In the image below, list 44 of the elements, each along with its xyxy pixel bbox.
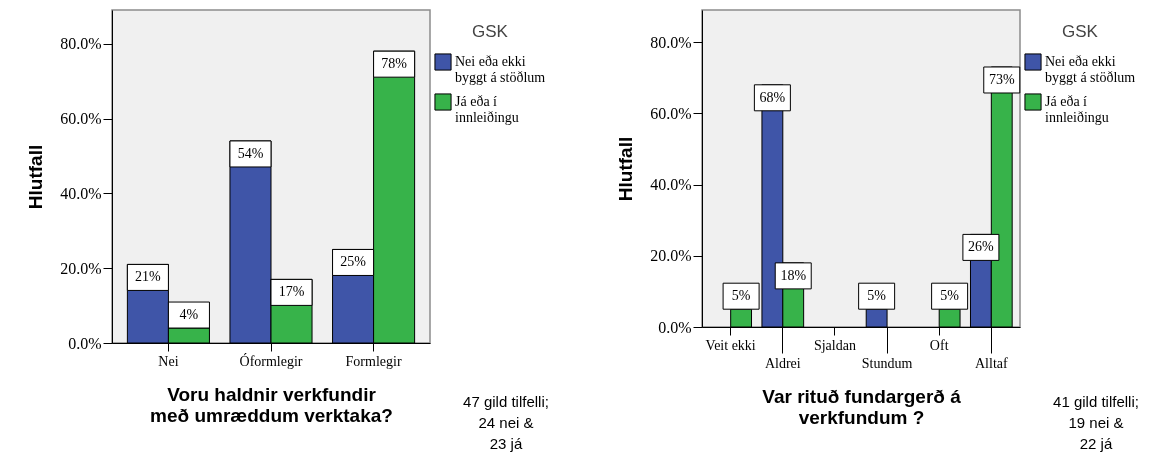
legend-label: Nei eða ekki byggt á stöðlum: [455, 54, 546, 85]
data-label: 78%: [381, 56, 408, 72]
x-axis-title: Var rituð fundargerð á verkfundum ?: [762, 385, 962, 428]
data-label: 5%: [731, 288, 751, 304]
y-axis-title: Hlutfall: [25, 144, 47, 210]
x-tick-label: Stundum: [861, 355, 913, 371]
data-label: 73%: [988, 71, 1015, 87]
legend-label: Já eða í innleiðingu: [1045, 94, 1109, 125]
data-label: 4%: [179, 307, 199, 323]
data-label: 21%: [135, 269, 162, 285]
y-tick-label: 20.0%: [650, 247, 692, 265]
y-tick-label: 40.0%: [60, 184, 102, 202]
x-tick-label: Sjaldan: [813, 337, 856, 353]
y-tick-label: 20.0%: [60, 259, 102, 277]
x-tick-label: Nei: [158, 353, 179, 369]
y-tick-label: 40.0%: [650, 176, 692, 194]
x-tick-label: Alltaf: [975, 355, 1008, 371]
y-tick-label: 60.0%: [650, 104, 692, 122]
y-tick-label: 0.0%: [658, 318, 692, 336]
data-label: 26%: [968, 239, 995, 255]
text: 47 gild tilfelli; 24 nei & 23 já: [463, 393, 549, 452]
data-label: 54%: [237, 145, 264, 161]
x-tick-label: Aldrei: [764, 355, 801, 371]
y-axis-title: Hlutfall: [615, 136, 637, 202]
data-label: 68%: [759, 89, 786, 105]
data-label: 5%: [867, 288, 887, 304]
legend-title: GSK: [472, 22, 509, 41]
data-label: 25%: [340, 254, 367, 270]
x-tick-label: Óformlegir: [239, 352, 303, 369]
x-axis-title: Voru haldnir verkfundir með umræddum verktaka?: [150, 383, 393, 426]
y-tick-label: 80.0%: [650, 33, 692, 51]
legend-title: GSK: [1062, 22, 1099, 41]
y-tick-label: 60.0%: [60, 110, 102, 128]
legend-label: Já eða í innleiðingu: [455, 94, 519, 125]
legend-label: Nei eða ekki byggt á stöðlum: [1045, 54, 1136, 85]
x-tick-label: Oft: [929, 337, 949, 353]
y-tick-label: 0.0%: [68, 334, 102, 352]
data-label: 18%: [780, 267, 807, 283]
text: 41 gild tilfelli; 19 nei & 22 já: [1053, 393, 1139, 452]
x-tick-label: Veit ekki: [705, 337, 756, 353]
x-tick-label: Formlegir: [345, 353, 402, 369]
data-label: 5%: [940, 288, 960, 304]
data-label: 17%: [278, 284, 305, 300]
y-tick-label: 80.0%: [60, 35, 102, 53]
